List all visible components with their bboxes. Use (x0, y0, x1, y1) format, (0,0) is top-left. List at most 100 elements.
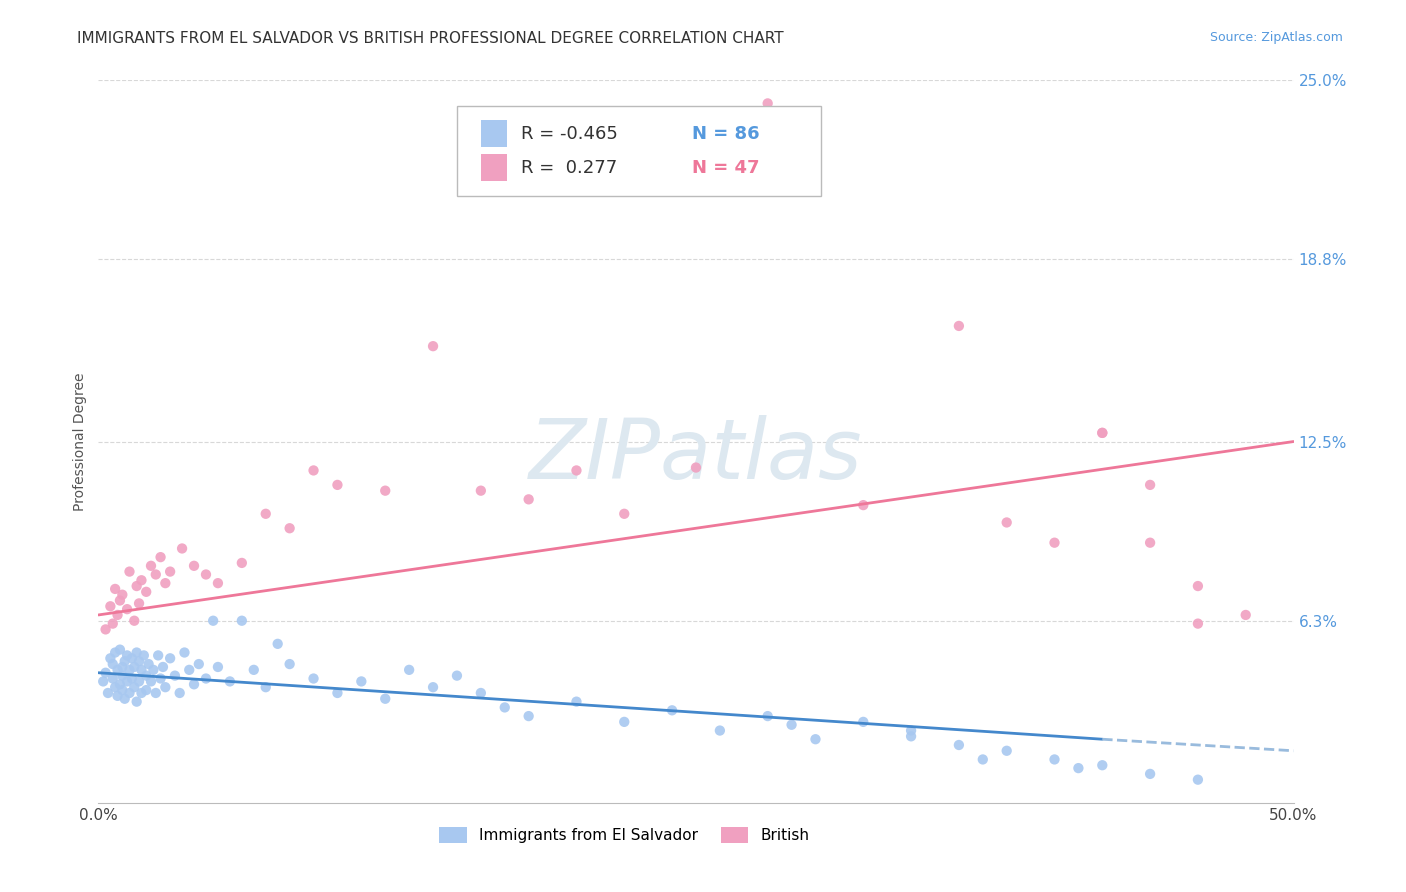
Point (107, 607, 129, 622)
Text: N = 86: N = 86 (692, 125, 761, 143)
Point (661, 703, 683, 717)
FancyBboxPatch shape (481, 154, 508, 181)
Point (231, 614, 253, 628)
Point (995, 516, 1018, 530)
Point (139, 558, 162, 573)
Point (142, 663, 165, 677)
Point (278, 657, 301, 671)
Point (94, 665, 117, 680)
Point (852, 498, 875, 512)
Point (302, 672, 325, 686)
Point (254, 680, 277, 694)
Point (149, 550, 172, 565)
Point (152, 660, 174, 674)
Point (350, 674, 373, 689)
Point (1187, 772, 1209, 787)
Point (422, 339, 444, 353)
Point (94, 623, 117, 637)
Point (104, 582, 127, 596)
Point (128, 674, 150, 689)
Point (900, 729, 922, 743)
Point (139, 674, 162, 689)
Point (948, 738, 970, 752)
Point (972, 752, 994, 766)
Text: Source: ZipAtlas.com: Source: ZipAtlas.com (1209, 31, 1343, 45)
Point (118, 565, 141, 579)
Point (709, 723, 731, 738)
Point (804, 732, 827, 747)
Point (278, 521, 301, 535)
Text: R =  0.277: R = 0.277 (522, 159, 617, 177)
Point (149, 672, 172, 686)
Point (131, 574, 153, 588)
Text: ZIPatlas: ZIPatlas (529, 416, 863, 497)
Point (685, 460, 707, 475)
Point (172, 541, 194, 556)
FancyBboxPatch shape (481, 120, 508, 147)
Y-axis label: Professional Degree: Professional Degree (73, 372, 87, 511)
Point (118, 663, 141, 677)
Point (470, 686, 492, 700)
Point (1067, 761, 1090, 775)
Point (613, 507, 636, 521)
Point (138, 657, 160, 671)
Point (470, 483, 492, 498)
Point (195, 567, 218, 582)
Point (374, 691, 396, 706)
Point (104, 646, 127, 660)
Point (124, 660, 146, 674)
Point (1139, 767, 1161, 781)
Point (114, 654, 136, 668)
Point (1234, 607, 1257, 622)
Point (131, 663, 153, 677)
Point (148, 648, 170, 663)
Point (780, 718, 803, 732)
Point (163, 668, 186, 682)
Point (155, 680, 177, 694)
Point (97, 686, 120, 700)
Point (118, 686, 141, 700)
Point (183, 677, 205, 691)
Point (115, 648, 138, 663)
Point (1091, 425, 1114, 440)
Point (446, 668, 468, 682)
Text: IMMIGRANTS FROM EL SALVADOR VS BRITISH PROFESSIONAL DEGREE CORRELATION CHART: IMMIGRANTS FROM EL SALVADOR VS BRITISH P… (77, 31, 785, 46)
Point (202, 614, 225, 628)
Point (1139, 478, 1161, 492)
Point (111, 660, 134, 674)
Point (1187, 616, 1209, 631)
Point (1139, 535, 1161, 549)
Point (179, 663, 201, 677)
Point (104, 680, 127, 694)
Point (422, 680, 444, 694)
Point (219, 674, 242, 689)
Point (398, 663, 420, 677)
Point (494, 700, 516, 714)
Point (108, 677, 131, 691)
Point (101, 672, 124, 686)
Point (948, 318, 970, 333)
Point (1043, 752, 1066, 766)
Point (207, 576, 229, 591)
Point (756, 96, 779, 111)
Point (852, 714, 875, 729)
Point (124, 680, 146, 694)
Point (101, 657, 124, 671)
Point (900, 723, 922, 738)
Point (114, 691, 136, 706)
Point (254, 507, 277, 521)
Point (111, 668, 134, 682)
Point (121, 651, 143, 665)
Point (115, 674, 138, 689)
Point (1043, 535, 1066, 549)
Point (135, 683, 157, 698)
Point (131, 686, 153, 700)
Point (108, 593, 131, 607)
Point (111, 588, 134, 602)
Point (111, 683, 134, 698)
Text: N = 47: N = 47 (692, 159, 759, 177)
Point (121, 672, 143, 686)
Point (326, 686, 349, 700)
Point (145, 567, 167, 582)
Point (159, 565, 181, 579)
